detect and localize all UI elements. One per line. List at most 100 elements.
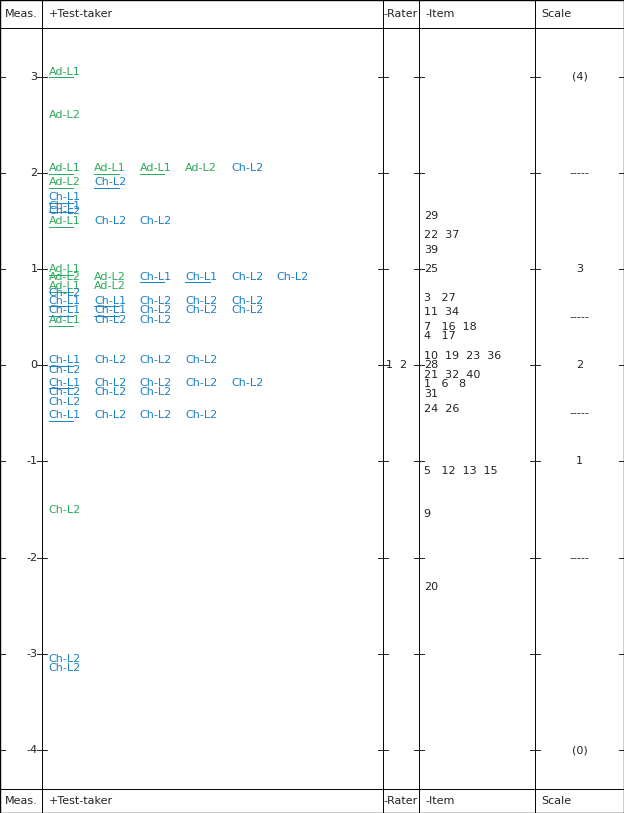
Text: Ad-L1: Ad-L1: [49, 281, 80, 291]
Text: 21  32  40: 21 32 40: [424, 370, 480, 380]
Text: 4   17: 4 17: [424, 332, 456, 341]
Text: 22  37: 22 37: [424, 230, 459, 241]
Text: -----: -----: [570, 553, 590, 563]
Text: Ad-L2: Ad-L2: [49, 110, 80, 120]
Text: Meas.: Meas.: [5, 796, 37, 806]
Text: Ch-L2: Ch-L2: [94, 387, 127, 398]
Text: -Item: -Item: [426, 796, 455, 806]
Text: Ch-L1: Ch-L1: [49, 355, 80, 365]
Text: -3: -3: [26, 649, 37, 659]
Text: Ch-L2: Ch-L2: [140, 216, 172, 226]
Text: Ch-L1: Ch-L1: [94, 296, 126, 306]
Text: Ch-L2: Ch-L2: [49, 207, 81, 216]
Text: Ad-L1: Ad-L1: [140, 163, 172, 173]
Text: Ad-L1: Ad-L1: [49, 163, 80, 173]
Text: Ad-L1: Ad-L1: [94, 163, 126, 173]
Text: Ch-L2: Ch-L2: [140, 387, 172, 398]
Text: (4): (4): [572, 72, 588, 81]
Text: 1  2: 1 2: [386, 360, 407, 370]
Text: -2: -2: [26, 553, 37, 563]
Text: Ch-L2: Ch-L2: [94, 315, 127, 325]
Text: Ch-L1: Ch-L1: [185, 272, 217, 282]
Text: 3: 3: [576, 264, 583, 274]
Text: Ch-L2: Ch-L2: [140, 355, 172, 365]
Text: (0): (0): [572, 746, 588, 755]
Text: Ch-L1: Ch-L1: [49, 202, 80, 211]
Text: +Test-taker: +Test-taker: [49, 796, 113, 806]
Text: 20: 20: [424, 581, 438, 592]
Text: Ad-L1: Ad-L1: [49, 315, 80, 325]
Text: Ch-L2: Ch-L2: [140, 377, 172, 388]
Text: Ch-L2: Ch-L2: [94, 177, 127, 188]
Text: Ch-L2: Ch-L2: [94, 377, 127, 388]
Text: Ch-L2: Ch-L2: [185, 377, 218, 388]
Text: Ch-L1: Ch-L1: [49, 411, 80, 420]
Text: Ch-L1: Ch-L1: [49, 377, 80, 388]
Text: Ch-L2: Ch-L2: [231, 377, 263, 388]
Text: Ch-L1: Ch-L1: [140, 272, 172, 282]
Text: 3: 3: [31, 72, 37, 81]
Text: 25: 25: [424, 264, 438, 274]
Text: Ch-L1: Ch-L1: [49, 296, 80, 306]
Text: Ch-L2: Ch-L2: [49, 505, 81, 515]
Text: 1: 1: [31, 264, 37, 274]
Text: 1   6   8: 1 6 8: [424, 380, 466, 389]
Text: Ch-L2: Ch-L2: [49, 654, 81, 663]
Text: Ch-L2: Ch-L2: [231, 272, 263, 282]
Text: 28: 28: [424, 360, 438, 370]
Text: -Rater: -Rater: [384, 796, 417, 806]
Text: Ch-L2: Ch-L2: [185, 296, 218, 306]
Text: Ch-L2: Ch-L2: [140, 315, 172, 325]
Text: -4: -4: [26, 746, 37, 755]
Text: 2: 2: [576, 360, 583, 370]
Text: Ch-L1: Ch-L1: [49, 192, 80, 202]
Text: 31: 31: [424, 389, 437, 399]
Text: 3   27: 3 27: [424, 293, 456, 303]
Text: 9: 9: [424, 510, 431, 520]
Text: Ch-L2: Ch-L2: [185, 355, 218, 365]
Text: 39: 39: [424, 245, 438, 254]
Text: Ad-L2: Ad-L2: [185, 163, 217, 173]
Text: Scale: Scale: [542, 9, 572, 20]
Text: -Item: -Item: [426, 9, 455, 20]
Text: 2: 2: [31, 167, 37, 178]
Text: Scale: Scale: [542, 796, 572, 806]
Text: Ch-L1: Ch-L1: [94, 306, 126, 315]
Text: +Test-taker: +Test-taker: [49, 9, 113, 20]
Text: -----: -----: [570, 408, 590, 419]
Text: Ch-L2: Ch-L2: [94, 355, 127, 365]
Text: Ch-L2: Ch-L2: [185, 411, 218, 420]
Text: Ch-L2: Ch-L2: [231, 296, 263, 306]
Text: Ch-L2: Ch-L2: [231, 163, 263, 173]
Text: Ad-L1: Ad-L1: [49, 264, 80, 274]
Text: Ch-L2: Ch-L2: [140, 296, 172, 306]
Text: Ad-L1: Ad-L1: [49, 67, 80, 76]
Text: Ad-L2: Ad-L2: [49, 177, 80, 188]
Text: -----: -----: [570, 167, 590, 178]
Text: Ch-L2: Ch-L2: [49, 288, 81, 298]
Text: 7   16  18: 7 16 18: [424, 322, 477, 332]
Text: 24  26: 24 26: [424, 403, 459, 414]
Text: Ch-L2: Ch-L2: [140, 306, 172, 315]
Text: Ch-L2: Ch-L2: [140, 411, 172, 420]
Text: Ch-L1: Ch-L1: [49, 306, 80, 315]
Text: Ch-L2: Ch-L2: [49, 663, 81, 673]
Text: Ch-L2: Ch-L2: [49, 387, 81, 398]
Text: Ch-L2: Ch-L2: [94, 216, 127, 226]
Text: 5   12  13  15: 5 12 13 15: [424, 466, 497, 476]
Text: 0: 0: [31, 360, 37, 370]
Text: 1: 1: [576, 456, 583, 467]
Text: Ch-L2: Ch-L2: [276, 272, 309, 282]
Text: Ch-L2: Ch-L2: [185, 306, 218, 315]
Text: Ad-L2: Ad-L2: [94, 281, 126, 291]
Text: -1: -1: [26, 456, 37, 467]
Text: Ad-L2: Ad-L2: [94, 272, 126, 282]
Text: Ch-L2: Ch-L2: [49, 365, 81, 375]
Text: Ad-L2: Ad-L2: [49, 272, 80, 282]
Text: Ad-L1: Ad-L1: [49, 216, 80, 226]
Text: 10  19  23  36: 10 19 23 36: [424, 350, 501, 361]
Text: 29: 29: [424, 211, 438, 221]
Text: Ch-L2: Ch-L2: [231, 306, 263, 315]
Text: -Rater: -Rater: [384, 9, 417, 20]
Text: Meas.: Meas.: [5, 9, 37, 20]
